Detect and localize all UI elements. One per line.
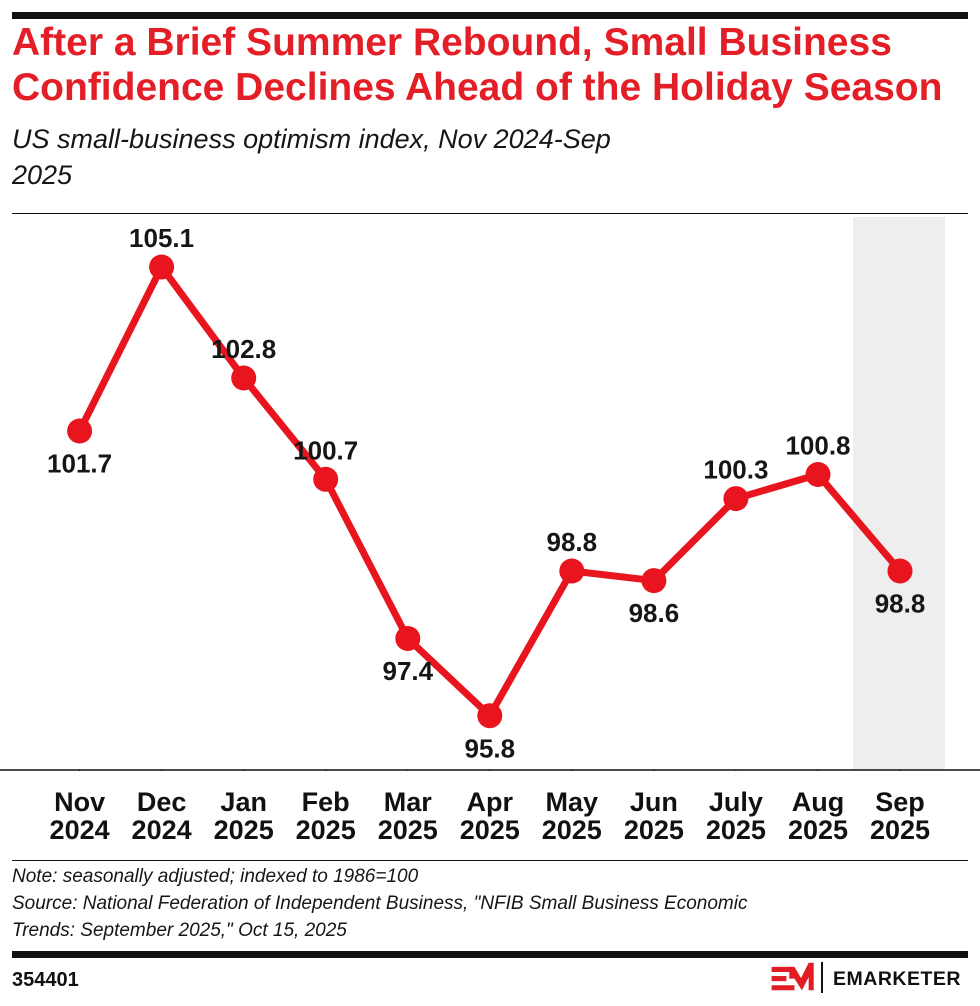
svg-text:100.3: 100.3	[703, 455, 768, 485]
svg-text:98.6: 98.6	[629, 598, 680, 628]
svg-text:95.8: 95.8	[464, 733, 515, 763]
svg-text:98.8: 98.8	[546, 527, 597, 557]
svg-text:101.7: 101.7	[47, 449, 112, 479]
svg-text:98.8: 98.8	[875, 589, 926, 619]
svg-text:97.4: 97.4	[382, 656, 433, 686]
svg-text:105.1: 105.1	[129, 223, 194, 253]
svg-text:100.7: 100.7	[293, 435, 358, 465]
svg-text:100.8: 100.8	[785, 431, 850, 461]
svg-text:EMARKETER: EMARKETER	[833, 968, 961, 990]
svg-text:102.8: 102.8	[211, 334, 276, 364]
